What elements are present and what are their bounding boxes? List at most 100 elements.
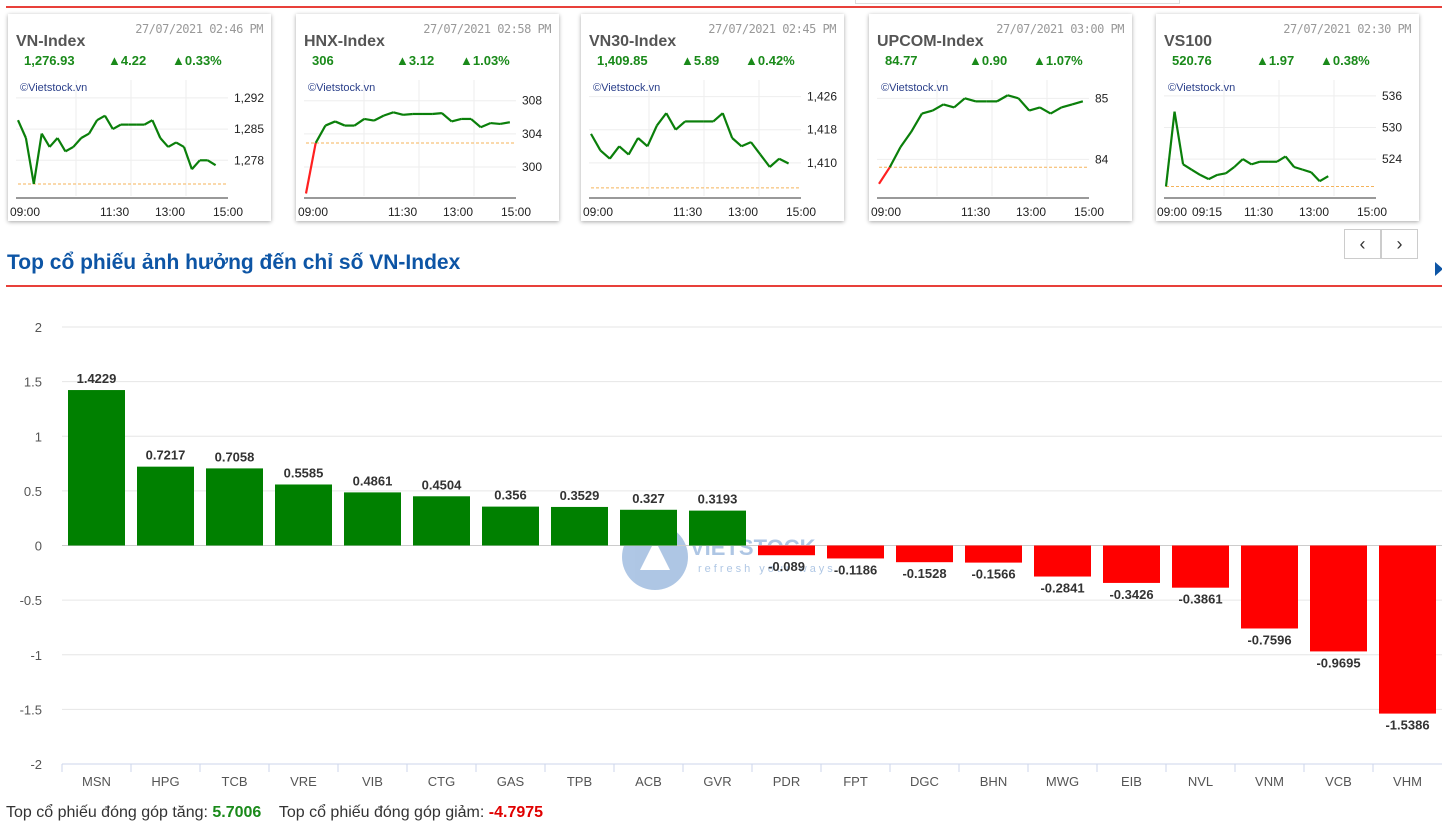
sparkline-y-tick: 308 xyxy=(522,94,542,108)
sparkline-segment xyxy=(953,97,966,109)
sparkline-y-tick: 530 xyxy=(1382,120,1402,134)
sparkline-x-tick: 13:00 xyxy=(1299,205,1330,219)
bar-vcb[interactable] xyxy=(1310,545,1367,652)
bar-value-label: 0.7217 xyxy=(146,448,186,463)
up-triangle-icon: ▲ xyxy=(108,53,121,68)
next-button[interactable]: › xyxy=(1381,229,1418,259)
sparkline-segment xyxy=(353,118,365,127)
x-tick-label: FPT xyxy=(843,774,868,789)
card-nav: ‹ › xyxy=(1344,229,1418,259)
bar-msn[interactable] xyxy=(68,390,125,546)
bar-vnm[interactable] xyxy=(1241,545,1298,629)
bar-fpt[interactable] xyxy=(827,545,884,559)
bar-hpg[interactable] xyxy=(137,466,194,546)
sparkline-segment xyxy=(750,141,762,156)
sparkline-segment xyxy=(80,132,90,139)
sparkline-segment xyxy=(432,112,442,116)
bar-pdr[interactable] xyxy=(758,545,815,556)
bar-vhm[interactable] xyxy=(1379,545,1436,714)
sparkline-chart: 85 84 xyxy=(877,80,1109,199)
card-index-name: VN30-Index xyxy=(589,33,677,50)
sparkline-segment xyxy=(1028,106,1041,112)
bar-ctg[interactable] xyxy=(413,496,470,546)
sparkline-segment xyxy=(921,109,933,115)
bar-value-label: -0.1566 xyxy=(971,567,1015,582)
x-tick-label: GAS xyxy=(497,774,525,789)
sparkline-x-tick: 13:00 xyxy=(443,205,474,219)
card-change: 4.22 xyxy=(120,53,147,68)
bar-value-label: 0.3529 xyxy=(560,488,600,503)
sparkline-segment xyxy=(996,94,1009,103)
sparkline-chart: 1,292 1,285 1,278 xyxy=(16,80,264,199)
sparkline-y-tick: 300 xyxy=(522,160,542,174)
y-tick-label: -1 xyxy=(30,648,42,663)
bar-value-label: -0.2841 xyxy=(1040,581,1084,596)
sparkline-segment xyxy=(96,114,106,122)
sparkline-segment xyxy=(878,166,891,185)
card-watermark: ©Vietstock.vn xyxy=(593,82,661,94)
sparkline-segment xyxy=(599,149,611,160)
sparkline-segment xyxy=(64,145,74,153)
up-triangle-icon: ▲ xyxy=(745,53,758,68)
bar-tpb[interactable] xyxy=(551,506,608,546)
sparkline-segment xyxy=(1251,160,1261,166)
sparkline-segment xyxy=(175,141,185,148)
sparkline-segment xyxy=(191,159,201,170)
x-tick-label: PDR xyxy=(773,774,800,789)
x-tick-label: BHN xyxy=(980,774,1007,789)
index-card[interactable]: 27/07/2021 02:45 PM VN30-Index 1,409.85 … xyxy=(581,14,844,221)
bar-value-label: 0.356 xyxy=(494,488,527,503)
bar-acb[interactable] xyxy=(620,509,677,546)
sparkline-x-tick: 15:00 xyxy=(501,205,532,219)
sparkline-segment xyxy=(1302,168,1312,174)
bar-vib[interactable] xyxy=(344,492,401,546)
bar-gvr[interactable] xyxy=(689,510,746,546)
x-tick-label: MSN xyxy=(82,774,111,789)
prev-button[interactable]: ‹ xyxy=(1344,229,1381,259)
y-tick-label: 0 xyxy=(35,539,42,554)
sparkline-segment xyxy=(1225,166,1235,175)
bar-eib[interactable] xyxy=(1103,545,1160,583)
bar-dgc[interactable] xyxy=(896,545,953,563)
index-card[interactable]: 27/07/2021 02:58 PM HNX-Index 306 ▲ 3.12… xyxy=(296,14,559,221)
play-arrow-icon[interactable] xyxy=(1435,262,1442,276)
sparkline-x-tick: 09:00 xyxy=(583,205,614,219)
bar-bhn[interactable] xyxy=(965,545,1022,563)
x-tick-label: NVL xyxy=(1188,774,1213,789)
sparkline-segment xyxy=(24,137,35,185)
sparkline-segment xyxy=(480,122,491,129)
card-date: 27/07/2021 02:30 PM xyxy=(1283,22,1411,36)
sparkline-segment xyxy=(32,133,43,185)
card-pct: 1.07% xyxy=(1045,53,1083,68)
sparkline-y-tick: 1,418 xyxy=(807,123,837,137)
index-card[interactable]: 27/07/2021 03:00 PM UPCOM-Index 84.77 ▲ … xyxy=(869,14,1132,221)
x-tick-label: EIB xyxy=(1121,774,1142,789)
sparkline-segment xyxy=(1071,100,1084,106)
index-card[interactable]: 27/07/2021 02:30 PM VS100 520.76 ▲ 1.97 … xyxy=(1156,14,1419,221)
sparkline-y-tick: 1,410 xyxy=(807,156,837,170)
bar-nvl[interactable] xyxy=(1172,545,1229,588)
bar-mwg[interactable] xyxy=(1034,545,1091,577)
sparkline-x-tick: 13:00 xyxy=(728,205,759,219)
sparkline-x-tick: 13:00 xyxy=(1016,205,1047,219)
bar-value-label: 0.5585 xyxy=(284,465,324,480)
sparkline-x-tick: 09:00 xyxy=(10,205,41,219)
sparkline-segment xyxy=(1242,158,1252,166)
sparkline-segment xyxy=(1039,106,1052,115)
bar-vre[interactable] xyxy=(275,484,332,546)
card-pct: 0.38% xyxy=(1332,53,1370,68)
bar-tcb[interactable] xyxy=(206,468,263,546)
y-tick-label: -0.5 xyxy=(20,593,42,608)
card-value: 1,409.85 xyxy=(597,53,648,68)
sparkline-segment xyxy=(304,142,317,194)
sparkline-segment xyxy=(1182,163,1193,171)
index-card[interactable]: 27/07/2021 02:46 PM VN-Index 1,276.93 ▲ … xyxy=(8,14,271,221)
card-index-name: HNX-Index xyxy=(304,33,385,50)
x-tick-label: HPG xyxy=(151,774,179,789)
sparkline-y-tick: 304 xyxy=(522,127,542,141)
sparkline-segment xyxy=(759,153,771,168)
sparkline-y-tick: 1,285 xyxy=(234,122,264,136)
up-triangle-icon: ▲ xyxy=(1033,53,1046,68)
bar-gas[interactable] xyxy=(482,506,539,546)
sparkline-segment xyxy=(769,157,780,168)
